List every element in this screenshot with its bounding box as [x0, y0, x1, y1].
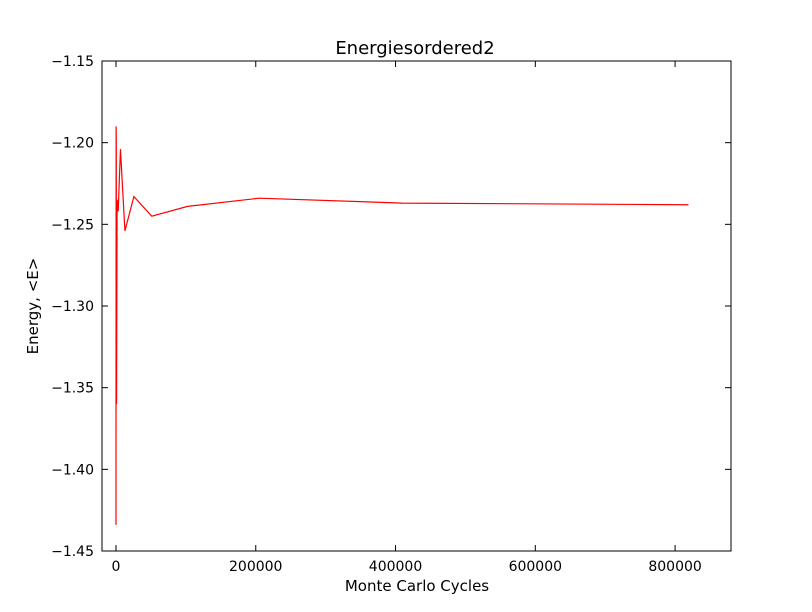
y-tick-label: −1.20 [51, 136, 94, 152]
y-tick-label: −1.30 [51, 299, 94, 315]
x-tick-label: 800000 [648, 559, 701, 575]
x-tick-label: 200000 [229, 559, 282, 575]
y-axis: −1.45 −1.40 −1.35 −1.30 −1.25 −1.20 −1.15 [51, 54, 731, 560]
series-layer [115, 126, 689, 525]
y-tick-label: −1.40 [51, 462, 94, 478]
x-tick-label: 400000 [369, 559, 422, 575]
y-tick-label: −1.45 [51, 544, 94, 560]
chart-title: Energiesordered2 [335, 38, 494, 59]
x-tick-label: 600000 [509, 559, 562, 575]
x-axis: 0 200000 400000 600000 800000 [112, 61, 702, 575]
y-tick-label: −1.15 [51, 54, 94, 70]
series-line-0 [115, 126, 689, 525]
y-axis-title: Energy, <E> [24, 258, 42, 355]
x-axis-title: Monte Carlo Cycles [345, 577, 489, 595]
y-tick-label: −1.25 [51, 217, 94, 233]
x-tick-label: 0 [112, 559, 121, 575]
y-tick-label: −1.35 [51, 381, 94, 397]
